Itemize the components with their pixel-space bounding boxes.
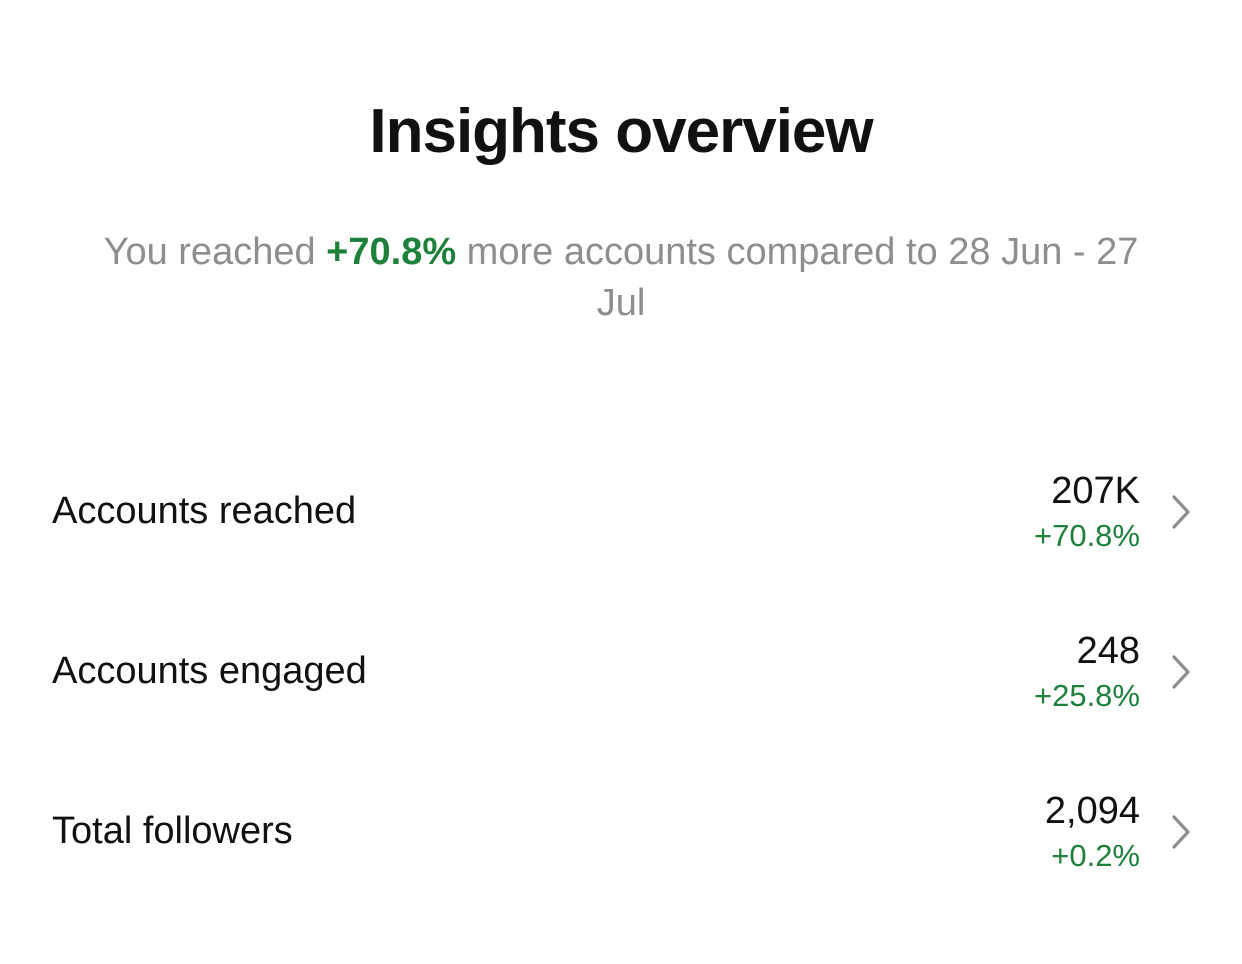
subtitle-highlight: +70.8% <box>326 231 457 273</box>
subtitle-suffix: more accounts compared to 28 Jun - 27 Ju… <box>456 231 1139 325</box>
page-title: Insights overview <box>369 97 873 166</box>
metrics-list: Accounts reached 207K +70.8% Accounts en… <box>0 432 1242 912</box>
subtitle: You reached +70.8% more accounts compare… <box>101 227 1141 330</box>
metric-delta: +0.2% <box>1051 837 1140 873</box>
metric-values: 2,094 +0.2% <box>1045 790 1140 873</box>
subtitle-prefix: You reached <box>103 231 327 273</box>
chevron-right-icon <box>1170 492 1192 532</box>
metric-values: 248 +25.8% <box>1034 630 1140 713</box>
metric-row-accounts-engaged[interactable]: Accounts engaged 248 +25.8% <box>52 592 1192 752</box>
metric-label: Accounts reached <box>52 490 357 533</box>
metric-row-accounts-reached[interactable]: Accounts reached 207K +70.8% <box>52 432 1192 592</box>
metric-value: 2,094 <box>1044 790 1140 833</box>
metric-delta: +70.8% <box>1033 517 1140 553</box>
metric-value: 248 <box>1076 630 1140 673</box>
chevron-right-icon <box>1170 652 1192 692</box>
metric-values: 207K +70.8% <box>1034 470 1140 553</box>
insights-overview-page: Insights overview You reached +70.8% mor… <box>0 96 1242 964</box>
chevron-right-icon <box>1170 812 1192 852</box>
metric-right: 248 +25.8% <box>1034 630 1192 713</box>
metric-row-total-followers[interactable]: Total followers 2,094 +0.2% <box>52 752 1192 912</box>
metric-delta: +25.8% <box>1033 677 1140 713</box>
metric-label: Total followers <box>52 810 293 853</box>
metric-value: 207K <box>1051 470 1140 513</box>
metric-right: 207K +70.8% <box>1034 470 1192 553</box>
metric-label: Accounts engaged <box>52 650 367 693</box>
metric-right: 2,094 +0.2% <box>1045 790 1192 873</box>
